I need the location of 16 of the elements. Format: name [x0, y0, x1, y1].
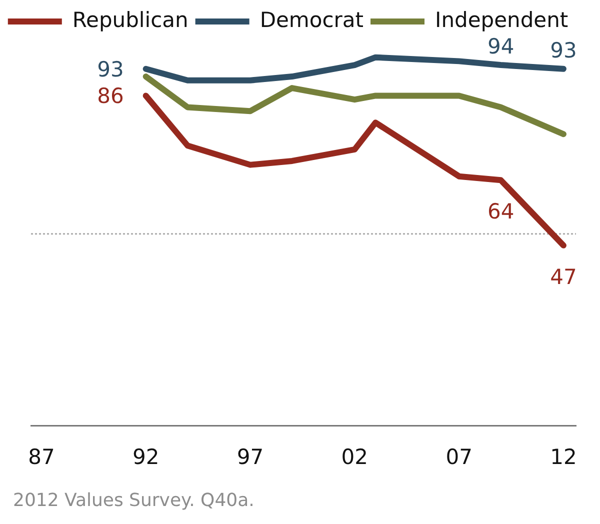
x-tick-label: 07 — [446, 444, 472, 469]
legend-label: Independent — [435, 8, 568, 32]
x-tick-label: 97 — [236, 444, 264, 469]
data-label: 93 — [97, 57, 124, 82]
text: 2012 Values Survey. Q40a. — [13, 490, 254, 511]
data-label: 93 — [550, 38, 577, 62]
data-label: 47 — [550, 264, 577, 289]
x-tick-label: 87 — [28, 444, 55, 469]
x-tick-label: 92 — [132, 444, 160, 469]
legend-label: Republican — [72, 8, 188, 32]
x-tick-label: 02 — [341, 444, 368, 469]
data-label: 94 — [487, 34, 514, 58]
data-label: 86 — [97, 84, 124, 108]
legend-label: Democrat — [260, 8, 364, 32]
x-tick-label: 12 — [550, 444, 577, 469]
data-label: 64 — [487, 200, 514, 224]
